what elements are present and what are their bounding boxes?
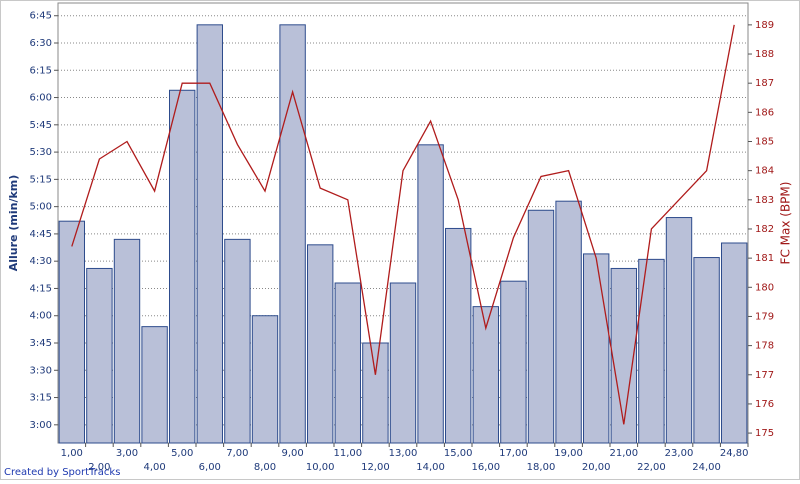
- y2-tick-label: 183: [755, 195, 774, 206]
- y2-tick-label: 180: [755, 282, 774, 293]
- x-tick-label: 8,00: [254, 462, 276, 473]
- y-tick-label: 3:15: [30, 393, 52, 404]
- y2-tick-label: 175: [755, 428, 774, 439]
- bar: [693, 257, 720, 444]
- y2-tick-label: 177: [755, 370, 774, 381]
- x-tick-label: 1,00: [61, 448, 83, 459]
- y2-tick-label: 185: [755, 137, 774, 148]
- footer: Created by SportTracks: [4, 467, 120, 478]
- x-tick-label: 21,00: [609, 448, 638, 459]
- y2-tick-label: 184: [755, 166, 774, 177]
- x-tick-label: 24,80: [720, 448, 749, 459]
- y2-tick-label: 179: [755, 311, 774, 322]
- y-tick-label: 6:15: [30, 65, 52, 76]
- y-tick-label: 4:00: [30, 311, 52, 322]
- x-tick-label: 7,00: [226, 448, 248, 459]
- x-tick-label: 3,00: [116, 448, 138, 459]
- x-tick-label: 2,00: [88, 462, 110, 473]
- x-tick-label: 13,00: [389, 448, 418, 459]
- y2-tick-label: 186: [755, 107, 774, 118]
- y-tick-label: 6:00: [30, 93, 52, 104]
- y-tick-label: 3:30: [30, 365, 52, 376]
- bar: [307, 244, 334, 444]
- bar: [555, 200, 582, 444]
- y-tick-label: 4:30: [30, 256, 52, 267]
- bar: [251, 315, 279, 444]
- x-tick-label: 18,00: [527, 462, 556, 473]
- x-tick-label: 9,00: [281, 448, 303, 459]
- y2-tick-label: 188: [755, 49, 774, 60]
- bar: [665, 217, 693, 444]
- y2-tick-label: 187: [755, 78, 774, 89]
- y-tick-label: 3:00: [30, 420, 52, 431]
- bar: [721, 242, 748, 444]
- y-tick-label: 6:30: [30, 38, 52, 49]
- bar: [638, 258, 665, 444]
- bar: [141, 326, 168, 444]
- y-tick-label: 5:15: [30, 174, 52, 185]
- x-tick-label: 6,00: [199, 462, 221, 473]
- y2-tick-label: 182: [755, 224, 774, 235]
- bar: [610, 267, 637, 444]
- y-tick-label: 5:00: [30, 202, 52, 213]
- bar: [334, 282, 361, 444]
- bar: [583, 253, 610, 444]
- bar: [279, 24, 306, 444]
- bar: [527, 209, 555, 444]
- x-tick-label: 10,00: [306, 462, 335, 473]
- bar: [500, 280, 527, 444]
- bar: [445, 227, 472, 444]
- x-tick-label: 23,00: [665, 448, 694, 459]
- x-tick-label: 20,00: [582, 462, 611, 473]
- bar: [389, 282, 417, 444]
- y-tick-label: 4:45: [30, 229, 52, 240]
- x-tick-label: 24,00: [692, 462, 721, 473]
- y2-axis-title: FC Max (BPM): [779, 182, 793, 265]
- bar: [113, 238, 141, 444]
- y2-tick-label: 189: [755, 20, 774, 31]
- y-tick-label: 5:30: [30, 147, 52, 158]
- x-tick-label: 16,00: [471, 462, 500, 473]
- bar: [196, 24, 223, 444]
- bar: [224, 238, 251, 444]
- x-tick-label: 12,00: [361, 462, 390, 473]
- y-axis-title: Allure (min/km): [7, 175, 20, 272]
- bar: [86, 267, 113, 444]
- y-tick-label: 3:45: [30, 338, 52, 349]
- bar: [362, 342, 389, 444]
- y-tick-label: 6:45: [30, 11, 52, 22]
- bar: [417, 144, 444, 444]
- line: [71, 24, 735, 425]
- bar: [169, 89, 196, 444]
- y2-tick-label: 178: [755, 341, 774, 352]
- x-tick-label: 22,00: [637, 462, 666, 473]
- x-tick-label: 11,00: [333, 448, 362, 459]
- y2-tick-label: 176: [755, 399, 774, 410]
- x-tick-label: 5,00: [171, 448, 193, 459]
- y-tick-label: 5:45: [30, 120, 52, 131]
- x-tick-label: 15,00: [444, 448, 473, 459]
- x-tick-label: 19,00: [554, 448, 583, 459]
- y2-tick-label: 181: [755, 253, 774, 264]
- x-tick-label: 4,00: [143, 462, 165, 473]
- bar: [58, 220, 85, 444]
- x-tick-label: 17,00: [499, 448, 528, 459]
- y-tick-label: 4:15: [30, 283, 52, 294]
- x-tick-label: 14,00: [416, 462, 445, 473]
